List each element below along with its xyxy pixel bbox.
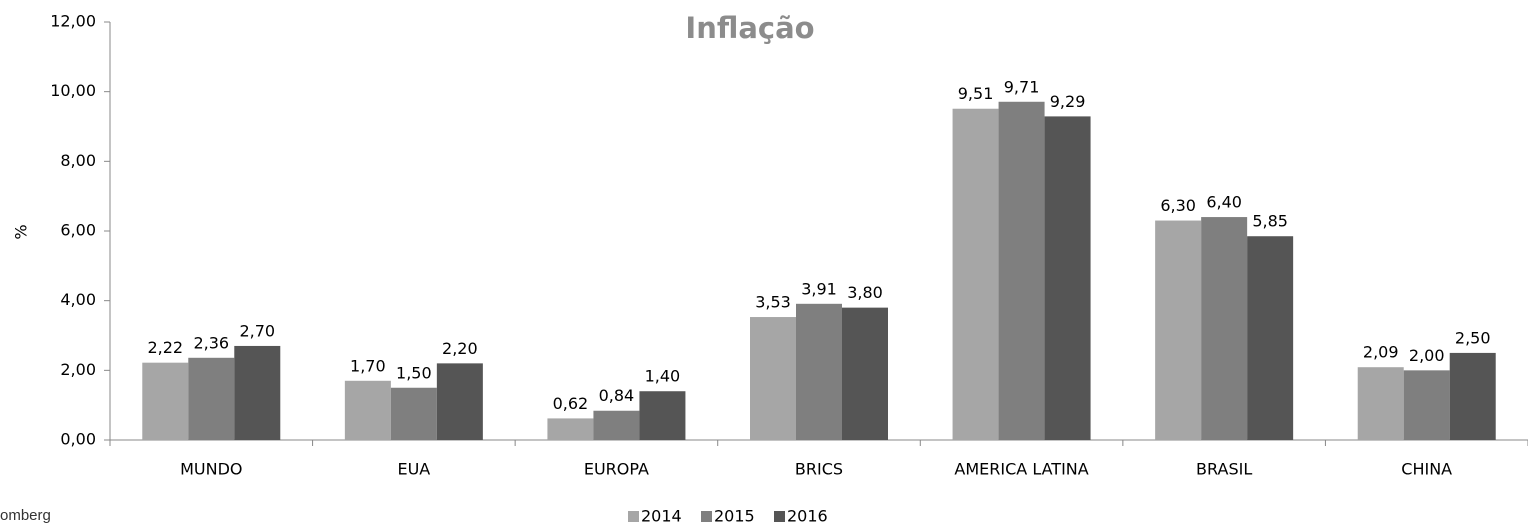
bar [390, 387, 437, 440]
x-tick-label: BRASIL [1196, 460, 1252, 479]
value-label: 0,62 [553, 394, 589, 413]
bar [1357, 367, 1404, 440]
x-tick-label: EUA [397, 460, 430, 479]
value-label: 2,50 [1455, 328, 1491, 347]
bar [234, 345, 281, 440]
value-label: 1,70 [350, 356, 386, 375]
value-label: 0,84 [599, 386, 635, 405]
x-tick-label: BRICS [795, 460, 843, 479]
bar [1155, 220, 1202, 440]
value-label: 5,85 [1252, 212, 1288, 231]
value-label: 2,20 [442, 339, 478, 358]
legend-swatch [628, 511, 639, 522]
bar [1403, 370, 1450, 440]
value-label: 9,71 [1004, 77, 1040, 96]
y-tick-label: 4,00 [60, 290, 96, 309]
y-tick-label: 8,00 [60, 151, 96, 170]
x-tick-label: MUNDO [180, 460, 242, 479]
bar [750, 317, 796, 440]
legend-label: 2014 [641, 507, 682, 526]
bar [1201, 217, 1248, 440]
value-label: 3,80 [847, 283, 883, 302]
y-tick-label: 10,00 [50, 81, 96, 100]
value-label: 6,40 [1206, 193, 1242, 212]
legend-swatch [701, 511, 712, 522]
y-tick-label: 12,00 [50, 12, 96, 31]
value-label: 6,30 [1160, 196, 1196, 215]
bar [842, 307, 888, 440]
value-label: 2,22 [147, 338, 183, 357]
bar [796, 303, 842, 440]
y-tick-label: 6,00 [60, 221, 96, 240]
bar [1247, 236, 1294, 440]
bar [1044, 116, 1091, 441]
legend-swatch [774, 511, 785, 522]
value-label: 2,09 [1363, 343, 1399, 362]
x-tick-label: EUROPA [584, 460, 649, 479]
bar [639, 391, 686, 440]
value-label: 9,29 [1050, 92, 1086, 111]
bar [998, 101, 1045, 440]
value-label: 9,51 [958, 84, 994, 103]
y-axis-label: % [12, 224, 31, 239]
bar [188, 357, 235, 440]
x-tick-label: CHINA [1401, 460, 1452, 479]
value-label: 2,00 [1409, 346, 1445, 365]
value-label: 2,36 [193, 333, 229, 352]
bar [593, 410, 640, 440]
value-label: 1,50 [396, 363, 432, 382]
bar [142, 362, 189, 440]
legend-label: 2016 [787, 507, 828, 526]
source: omberg [0, 507, 51, 524]
bar [952, 108, 999, 441]
value-label: 2,70 [239, 321, 275, 340]
x-tick-label: AMERICA LATINA [954, 460, 1088, 479]
bar [1449, 352, 1496, 440]
value-label: 3,53 [755, 293, 791, 312]
bar [344, 380, 391, 440]
y-tick-label: 2,00 [60, 360, 96, 379]
bar [436, 363, 483, 440]
chart-title: Inflação [685, 11, 814, 45]
legend-label: 2015 [714, 507, 755, 526]
value-label: 3,91 [801, 279, 837, 298]
y-tick-label: 0,00 [60, 430, 96, 449]
value-label: 1,40 [645, 367, 681, 386]
bar [547, 418, 594, 440]
